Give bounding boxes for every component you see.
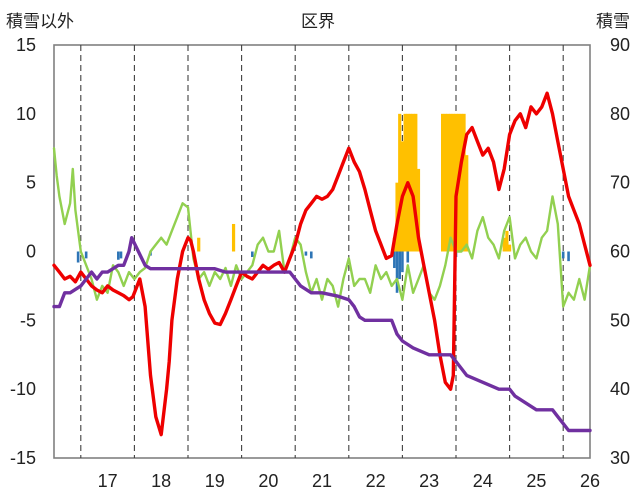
x-tick-label: 20	[258, 471, 278, 491]
right-tick-label: 80	[610, 104, 630, 124]
orange-bar	[451, 113, 455, 252]
orange-bar	[465, 155, 469, 252]
right-tick-label: 90	[610, 35, 630, 55]
blue-bar	[84, 251, 88, 259]
purple-series-line	[52, 235, 592, 433]
x-tick-label: 25	[526, 471, 546, 491]
chart-title: 区界	[301, 12, 335, 32]
right-tick-label: 40	[610, 379, 630, 399]
orange-bar	[454, 113, 458, 252]
orange-bar	[403, 113, 407, 252]
blue-bar	[251, 251, 254, 258]
right-tick-label: 30	[610, 448, 630, 468]
orange-bar	[398, 113, 402, 252]
left-axis-ticks: 15 10 5 0 -5 -10 -15	[10, 35, 36, 468]
blue-bar	[309, 251, 313, 259]
left-tick-label: -15	[10, 448, 36, 468]
blue-bar	[119, 251, 123, 259]
right-tick-label: 60	[610, 242, 630, 262]
blue-bar	[567, 251, 570, 262]
x-tick-label: 18	[151, 471, 171, 491]
right-axis-label: 積雪	[596, 12, 630, 32]
orange-bar	[459, 113, 463, 252]
blue-bar	[398, 251, 402, 280]
series-lines	[52, 91, 592, 437]
orange-bar	[416, 168, 421, 252]
blue-bar	[395, 251, 399, 293]
orange-bar	[231, 223, 236, 252]
left-axis-label: 積雪以外	[6, 12, 74, 32]
orange-bar	[411, 113, 415, 252]
x-tick-label: 17	[98, 471, 118, 491]
red-series-line	[52, 91, 592, 437]
right-axis-ticks: 90 80 70 60 50 40 30	[610, 35, 630, 468]
orange-bar	[197, 237, 201, 252]
orange-bar	[449, 113, 453, 252]
left-tick-label: 10	[16, 104, 36, 124]
orange-bar	[414, 113, 418, 252]
left-tick-label: -5	[20, 310, 36, 330]
x-tick-label: 26	[580, 471, 600, 491]
x-tick-label: 21	[312, 471, 332, 491]
orange-bar	[508, 244, 512, 252]
left-tick-label: 5	[26, 173, 36, 193]
orange-bar	[443, 113, 447, 252]
orange-bar	[502, 237, 506, 252]
blue-bar	[406, 251, 410, 263]
blue-bar	[76, 251, 80, 263]
orange-bar	[408, 113, 413, 252]
x-tick-label: 24	[473, 471, 493, 491]
blue-bar	[561, 251, 565, 259]
blue-bar	[304, 251, 308, 256]
blue-bar	[117, 251, 120, 260]
right-tick-label: 50	[610, 310, 630, 330]
blue-bar	[393, 251, 396, 269]
left-tick-label: 0	[26, 242, 36, 262]
orange-bar	[446, 113, 450, 252]
x-tick-label: 23	[419, 471, 439, 491]
green-series-line	[52, 147, 592, 308]
x-axis-ticks: 17 18 19 20 21 22 23 24 25 26	[98, 471, 600, 491]
left-tick-label: 15	[16, 35, 36, 55]
x-tick-label: 22	[366, 471, 386, 491]
orange-bar	[441, 113, 445, 252]
blue-bar	[401, 251, 404, 273]
right-tick-label: 70	[610, 173, 630, 193]
orange-bar	[505, 230, 509, 252]
orange-bar	[462, 113, 466, 252]
x-tick-label: 19	[205, 471, 225, 491]
left-tick-label: -10	[10, 379, 36, 399]
